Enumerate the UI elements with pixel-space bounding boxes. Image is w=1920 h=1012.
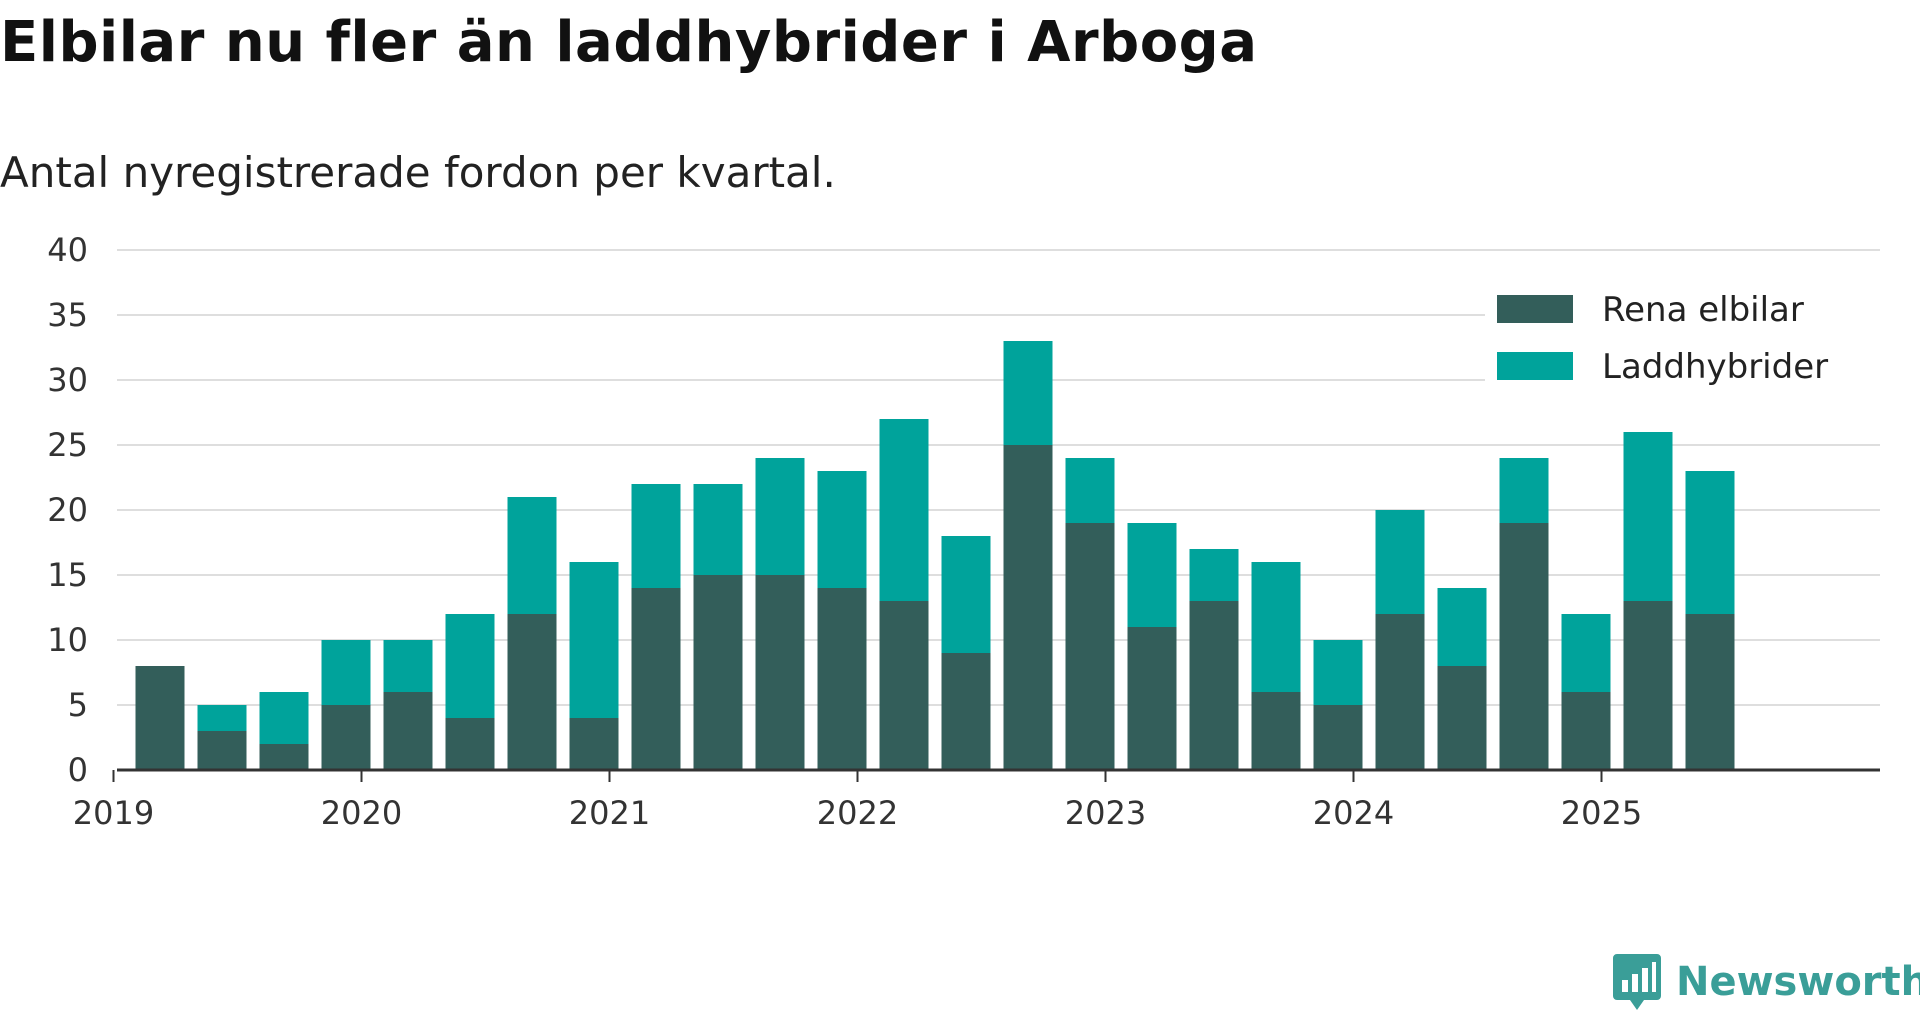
bar-laddhybrider: [1313, 640, 1363, 705]
bar-rena-elbilar: [1499, 523, 1549, 770]
bar-rena-elbilar: [1437, 666, 1487, 770]
bar-rena-elbilar: [879, 601, 929, 770]
bar-rena-elbilar: [1003, 445, 1053, 770]
y-tick-label: 25: [47, 426, 88, 464]
bar-laddhybrider: [321, 640, 371, 705]
bar-rena-elbilar: [755, 575, 805, 770]
x-tick-label: 2019: [73, 794, 154, 832]
bar-rena-elbilar: [817, 588, 867, 770]
bar-rena-elbilar: [1375, 614, 1425, 770]
bar-laddhybrider: [445, 614, 495, 718]
y-tick-label: 40: [47, 231, 88, 269]
bar-rena-elbilar: [135, 666, 185, 770]
y-tick-label: 15: [47, 556, 88, 594]
bar-rena-elbilar: [507, 614, 557, 770]
bar-laddhybrider: [1561, 614, 1611, 692]
bar-laddhybrider: [1499, 458, 1549, 523]
legend-label-laddhybrider: Laddhybrider: [1602, 347, 1828, 387]
bar-rena-elbilar: [631, 588, 681, 770]
bar-rena-elbilar: [569, 718, 619, 770]
brand-name: Newsworthy: [1676, 959, 1920, 1005]
x-axis: 2019 2020 2021 2022 2023 2024 2025: [73, 768, 1880, 832]
y-tick-label: 20: [47, 491, 88, 529]
y-tick-label: 30: [47, 361, 88, 399]
bar-rena-elbilar: [321, 705, 371, 770]
bar-rena-elbilar: [941, 653, 991, 770]
x-tick-label: 2021: [569, 794, 650, 832]
legend-swatch-laddhybrider: [1497, 352, 1573, 380]
x-tick-label: 2025: [1561, 794, 1642, 832]
bar-laddhybrider: [755, 458, 805, 575]
y-tick-label: 5: [68, 686, 88, 724]
bar-rena-elbilar: [1685, 614, 1735, 770]
bar-laddhybrider: [1685, 471, 1735, 614]
y-axis: 0 5 10 15 20 25 30 35 40: [47, 231, 88, 789]
bar-laddhybrider: [1189, 549, 1239, 601]
bar-laddhybrider: [1003, 341, 1053, 445]
bar-laddhybrider: [259, 692, 309, 744]
chart-title: Elbilar nu fler än laddhybrider i Arboga: [0, 10, 1258, 75]
bar-laddhybrider: [1065, 458, 1115, 523]
legend: Rena elbilar Laddhybrider: [1485, 278, 1880, 390]
bar-laddhybrider: [817, 471, 867, 588]
bars: [135, 341, 1735, 770]
bar-laddhybrider: [507, 497, 557, 614]
bar-rena-elbilar: [1251, 692, 1301, 770]
bar-laddhybrider: [1251, 562, 1301, 692]
x-tick-label: 2020: [321, 794, 402, 832]
bar-rena-elbilar: [1623, 601, 1673, 770]
bar-laddhybrider: [1437, 588, 1487, 666]
bar-rena-elbilar: [1313, 705, 1363, 770]
bar-rena-elbilar: [445, 718, 495, 770]
bar-laddhybrider: [879, 419, 929, 601]
bar-rena-elbilar: [1561, 692, 1611, 770]
bar-laddhybrider: [383, 640, 433, 692]
brand: Newsworthy: [1612, 952, 1920, 1012]
bar-rena-elbilar: [1127, 627, 1177, 770]
y-tick-label: 0: [68, 751, 88, 789]
bar-laddhybrider: [197, 705, 247, 731]
bar-laddhybrider: [1623, 432, 1673, 601]
y-tick-label: 10: [47, 621, 88, 659]
x-tick-label: 2022: [817, 794, 898, 832]
bar-rena-elbilar: [1065, 523, 1115, 770]
bar-laddhybrider: [631, 484, 681, 588]
y-tick-label: 35: [47, 296, 88, 334]
legend-swatch-rena-elbilar: [1497, 295, 1573, 323]
bar-rena-elbilar: [1189, 601, 1239, 770]
x-tick-label: 2024: [1313, 794, 1394, 832]
bar-laddhybrider: [569, 562, 619, 718]
x-tick-label: 2023: [1065, 794, 1146, 832]
chart-subtitle: Antal nyregistrerade fordon per kvartal.: [0, 148, 836, 197]
bar-rena-elbilar: [197, 731, 247, 770]
bar-laddhybrider: [941, 536, 991, 653]
bar-laddhybrider: [693, 484, 743, 575]
bar-laddhybrider: [1375, 510, 1425, 614]
newsworthy-logo-icon: [1613, 954, 1661, 1010]
bar-rena-elbilar: [259, 744, 309, 770]
legend-label-rena-elbilar: Rena elbilar: [1602, 290, 1804, 330]
bar-laddhybrider: [1127, 523, 1177, 627]
bar-rena-elbilar: [693, 575, 743, 770]
bar-rena-elbilar: [383, 692, 433, 770]
